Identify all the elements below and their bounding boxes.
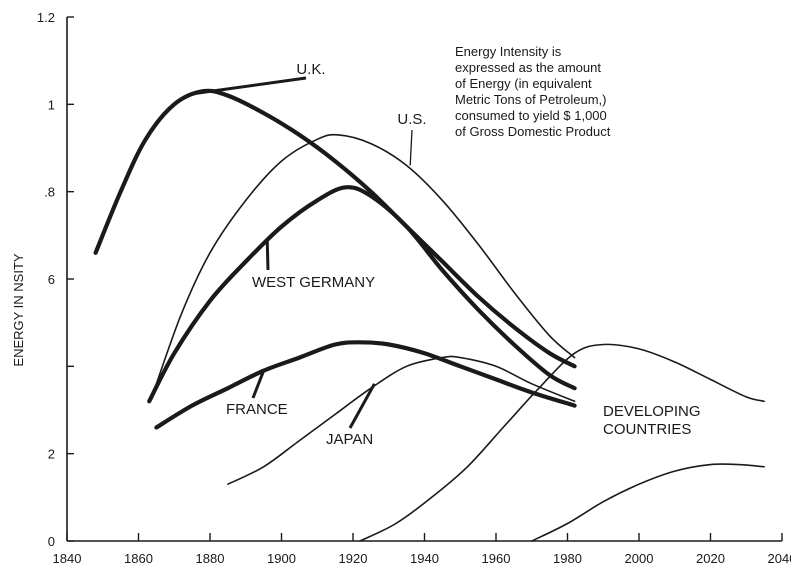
series-line-japan: [227, 355, 576, 485]
note-line-5: consumed to yield $ 1,000: [455, 108, 607, 123]
series-line-developing-countries: [359, 343, 765, 542]
x-tick-label: 1840: [53, 551, 82, 566]
series-label-u-k: U.K.: [296, 61, 325, 78]
x-tick-label: 1980: [553, 551, 582, 566]
series-label-countries: COUNTRIES: [603, 421, 691, 438]
france-leader: [251, 370, 266, 399]
note-line-4: Metric Tons of Petroleum,): [455, 92, 606, 107]
uk-leader: [195, 76, 307, 95]
note-line-6: of Gross Domestic Product: [455, 124, 611, 139]
label-leaders: [195, 76, 413, 429]
japan-leader: [348, 383, 376, 429]
note-line-2: expressed as the amount: [455, 60, 601, 75]
x-tick-label: 1960: [482, 551, 511, 566]
axes: 1840 1860 1880 1900 1920 1940 1960 1980 2000 2020…: [37, 10, 791, 566]
note-line-1: Energy Intensity is: [455, 44, 562, 59]
y-tick-label: .8: [44, 185, 55, 200]
x-tick-label: 1940: [410, 551, 439, 566]
series-label-u-s: U.S.: [397, 111, 426, 128]
series-line-u-s: [155, 133, 576, 385]
series-line-developing-second-wave: [531, 463, 765, 542]
x-tick-label: 1880: [196, 551, 225, 566]
y-tick-label: 1: [48, 97, 55, 112]
series-line-west-germany: [147, 185, 577, 404]
note-line-3: of Energy (in equivalent: [455, 76, 592, 91]
x-tick-label: 1860: [124, 551, 153, 566]
y-tick-label: 2: [48, 447, 55, 462]
curves: [93, 88, 765, 542]
y-tick-label: 1.2: [37, 10, 55, 25]
series-label-france: FRANCE: [226, 401, 288, 418]
x-tick-label: 1900: [267, 551, 296, 566]
y-tick-label: 6: [48, 272, 55, 287]
west-germany-leader: [265, 239, 270, 271]
series-label-japan: JAPAN: [326, 431, 373, 448]
x-tick-label: 1920: [339, 551, 368, 566]
y-axis-label: ENERGY IN NSITY: [11, 253, 26, 367]
y-tick-label: 0: [48, 534, 55, 549]
x-tick-label: 2000: [625, 551, 654, 566]
series-labels: U.K. U.S. WEST GERMANY FRANCE JAPAN DEVELOPIN…: [226, 61, 701, 448]
x-tick-label: 2020: [696, 551, 725, 566]
series-label-west-germany: WEST GERMANY: [252, 274, 375, 291]
series-line-france: [154, 340, 577, 430]
energy-intensity-note: Energy Intensity is expressed as the amo…: [455, 44, 611, 139]
series-label-developing: DEVELOPING: [603, 403, 701, 420]
us-leader: [409, 129, 413, 166]
series-line-u-k: [93, 88, 577, 369]
